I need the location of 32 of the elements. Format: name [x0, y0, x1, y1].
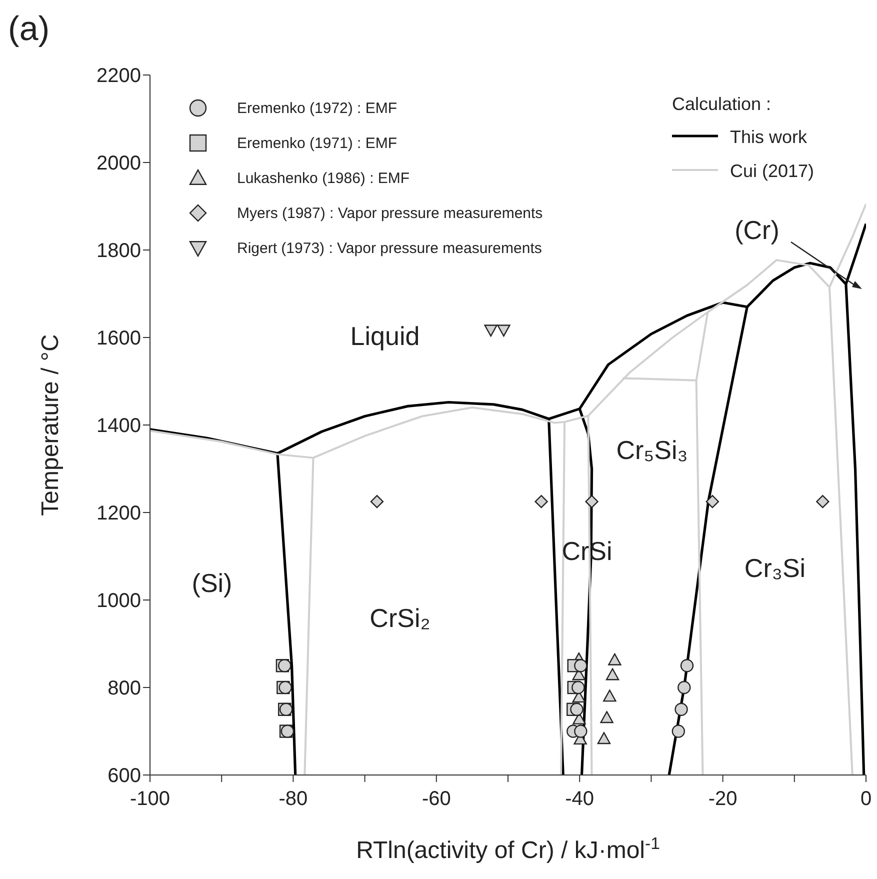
annotation: (Cr)	[734, 214, 780, 245]
y-tick-label: 2200	[96, 65, 141, 88]
legend-label: This work	[730, 127, 808, 147]
annotation: Cr₅Si₃	[616, 434, 688, 465]
x-axis-title: RTln(activity of Cr) / kJ·mol$^{-1}$	[356, 834, 660, 864]
x-tick-label: 0	[860, 788, 872, 810]
y-tick-label: 1600	[96, 328, 141, 350]
legend-label: Myers (1987) : Vapor pressure measurements	[237, 205, 543, 222]
x-tick-label: -20	[708, 788, 738, 810]
annotation: CrSi₂	[370, 602, 430, 633]
legend-label: Cui (2017)	[730, 161, 814, 181]
annotation: (Si)	[192, 568, 232, 598]
x-tick-label: -40	[565, 788, 594, 810]
y-tick-label: 1800	[96, 240, 141, 262]
x-tick-label: -80	[278, 788, 308, 810]
legend-label: Rigert (1973) : Vapor pressure measurements	[237, 240, 542, 257]
y-tick-label: 600	[108, 765, 141, 788]
x-tick-label: -60	[422, 788, 451, 810]
y-tick-label: 1400	[96, 415, 141, 438]
annotation: Cr₃Si	[744, 552, 806, 583]
legend-label: Eremenko (1972) : EMF	[237, 100, 398, 117]
y-tick-label: 2000	[96, 152, 141, 175]
y-tick-label: 1000	[96, 590, 141, 612]
annotation: Liquid	[350, 320, 420, 351]
legend-title: Calculation :	[672, 94, 772, 114]
y-tick-label: 1200	[96, 502, 141, 525]
y-tick-label: 800	[108, 678, 141, 700]
y-axis-title: Temperature / °C	[37, 334, 64, 516]
legend-label: Eremenko (1971) : EMF	[237, 135, 398, 152]
legend-label: Lukashenko (1986) : EMF	[237, 170, 410, 187]
x-tick-label: -100	[130, 788, 170, 810]
text: (a)	[8, 10, 50, 48]
